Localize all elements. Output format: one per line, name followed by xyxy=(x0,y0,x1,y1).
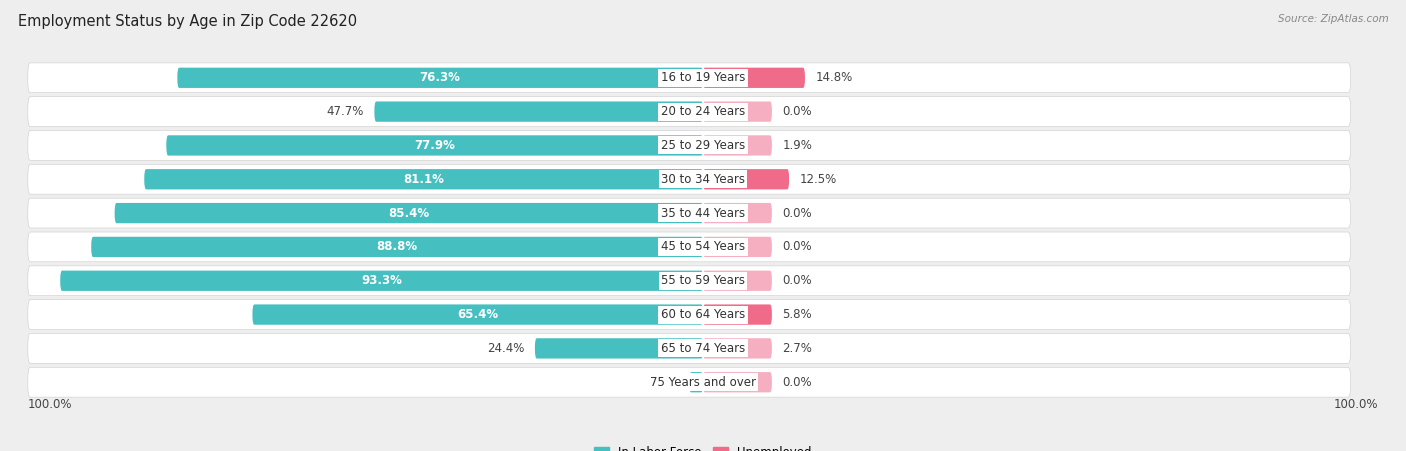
FancyBboxPatch shape xyxy=(703,271,772,291)
Text: 0.0%: 0.0% xyxy=(782,207,811,220)
Text: 30 to 34 Years: 30 to 34 Years xyxy=(661,173,745,186)
Text: Source: ZipAtlas.com: Source: ZipAtlas.com xyxy=(1278,14,1389,23)
FancyBboxPatch shape xyxy=(166,135,703,156)
Text: 75 Years and over: 75 Years and over xyxy=(650,376,756,389)
FancyBboxPatch shape xyxy=(703,338,772,359)
Text: 0.0%: 0.0% xyxy=(782,240,811,253)
FancyBboxPatch shape xyxy=(28,63,1351,92)
FancyBboxPatch shape xyxy=(60,271,703,291)
FancyBboxPatch shape xyxy=(28,164,1351,194)
FancyBboxPatch shape xyxy=(28,367,1351,397)
Text: 100.0%: 100.0% xyxy=(28,398,72,411)
Text: 25 to 29 Years: 25 to 29 Years xyxy=(661,139,745,152)
Text: 76.3%: 76.3% xyxy=(420,71,461,84)
FancyBboxPatch shape xyxy=(28,97,1351,126)
FancyBboxPatch shape xyxy=(145,169,703,189)
Text: 100.0%: 100.0% xyxy=(1334,398,1378,411)
Legend: In Labor Force, Unemployed: In Labor Force, Unemployed xyxy=(589,441,817,451)
Text: 5.8%: 5.8% xyxy=(782,308,811,321)
Text: 24.4%: 24.4% xyxy=(488,342,524,355)
Text: 16 to 19 Years: 16 to 19 Years xyxy=(661,71,745,84)
Text: 65 to 74 Years: 65 to 74 Years xyxy=(661,342,745,355)
FancyBboxPatch shape xyxy=(28,232,1351,262)
FancyBboxPatch shape xyxy=(28,198,1351,228)
Text: 35 to 44 Years: 35 to 44 Years xyxy=(661,207,745,220)
Text: 65.4%: 65.4% xyxy=(457,308,498,321)
Text: Employment Status by Age in Zip Code 22620: Employment Status by Age in Zip Code 226… xyxy=(18,14,357,28)
FancyBboxPatch shape xyxy=(689,372,703,392)
Text: 2.7%: 2.7% xyxy=(782,342,813,355)
FancyBboxPatch shape xyxy=(28,300,1351,329)
Text: 0.0%: 0.0% xyxy=(782,376,811,389)
Text: 81.1%: 81.1% xyxy=(404,173,444,186)
Text: 2.0%: 2.0% xyxy=(650,376,679,389)
Text: 77.9%: 77.9% xyxy=(415,139,456,152)
Text: 45 to 54 Years: 45 to 54 Years xyxy=(661,240,745,253)
FancyBboxPatch shape xyxy=(534,338,703,359)
FancyBboxPatch shape xyxy=(28,334,1351,364)
Text: 55 to 59 Years: 55 to 59 Years xyxy=(661,274,745,287)
FancyBboxPatch shape xyxy=(703,169,789,189)
FancyBboxPatch shape xyxy=(703,203,772,223)
Text: 47.7%: 47.7% xyxy=(326,105,364,118)
Text: 20 to 24 Years: 20 to 24 Years xyxy=(661,105,745,118)
Text: 85.4%: 85.4% xyxy=(388,207,429,220)
FancyBboxPatch shape xyxy=(28,130,1351,160)
FancyBboxPatch shape xyxy=(703,68,806,88)
FancyBboxPatch shape xyxy=(177,68,703,88)
FancyBboxPatch shape xyxy=(703,101,772,122)
Text: 0.0%: 0.0% xyxy=(782,274,811,287)
Text: 88.8%: 88.8% xyxy=(377,240,418,253)
Text: 14.8%: 14.8% xyxy=(815,71,852,84)
Text: 12.5%: 12.5% xyxy=(800,173,837,186)
FancyBboxPatch shape xyxy=(703,135,772,156)
FancyBboxPatch shape xyxy=(253,304,703,325)
Text: 60 to 64 Years: 60 to 64 Years xyxy=(661,308,745,321)
FancyBboxPatch shape xyxy=(115,203,703,223)
Text: 0.0%: 0.0% xyxy=(782,105,811,118)
FancyBboxPatch shape xyxy=(91,237,703,257)
FancyBboxPatch shape xyxy=(703,372,772,392)
Text: 1.9%: 1.9% xyxy=(782,139,813,152)
Text: 93.3%: 93.3% xyxy=(361,274,402,287)
FancyBboxPatch shape xyxy=(28,266,1351,296)
FancyBboxPatch shape xyxy=(703,237,772,257)
FancyBboxPatch shape xyxy=(703,304,772,325)
FancyBboxPatch shape xyxy=(374,101,703,122)
